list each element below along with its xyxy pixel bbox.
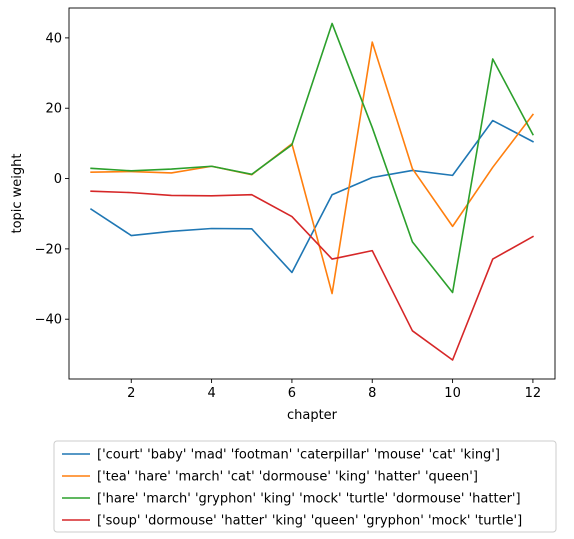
- series-line-3: [90, 22, 534, 294]
- x-axis: 2 4 6 8 10 12: [127, 379, 541, 401]
- y-axis: −40 −20 0 20 40: [35, 31, 69, 328]
- plot-frame: [68, 7, 556, 380]
- x-tick-label: 2: [127, 386, 135, 401]
- legend: ['court' 'baby' 'mad' 'footman' 'caterpi…: [53, 440, 557, 533]
- x-tick-label: 8: [368, 386, 376, 401]
- x-tick-label: 12: [525, 386, 542, 401]
- y-tick-label: 0: [54, 172, 62, 187]
- legend-label-4: ['soup' 'dormouse' 'hatter' 'king' 'quee…: [97, 514, 522, 529]
- legend-label-1: ['court' 'baby' 'mad' 'footman' 'caterpi…: [97, 448, 500, 463]
- y-tick-label: 20: [45, 102, 62, 117]
- legend-label-3: ['hare' 'march' 'gryphon' 'king' 'mock' …: [97, 492, 521, 507]
- x-axis-label: chapter: [287, 408, 338, 423]
- x-tick-label: 6: [288, 386, 296, 401]
- series-line-2: [90, 41, 535, 295]
- y-tick-label: 40: [45, 31, 62, 46]
- legend-label-2: ['tea' 'hare' 'march' 'cat' 'dormouse' '…: [97, 470, 478, 485]
- x-tick-label: 4: [207, 386, 215, 401]
- series-line-4: [90, 190, 534, 361]
- x-tick-label: 10: [444, 386, 461, 401]
- y-tick-label: −40: [35, 313, 62, 328]
- legend-box: [53, 440, 557, 533]
- series-line-1: [89, 119, 534, 274]
- plot-area: 2 4 6 8 10 12 −40 −20 0 20 40: [35, 7, 556, 401]
- y-tick-label: −20: [35, 242, 62, 257]
- series-layer: [89, 22, 535, 361]
- y-axis-label: topic weight: [10, 153, 25, 233]
